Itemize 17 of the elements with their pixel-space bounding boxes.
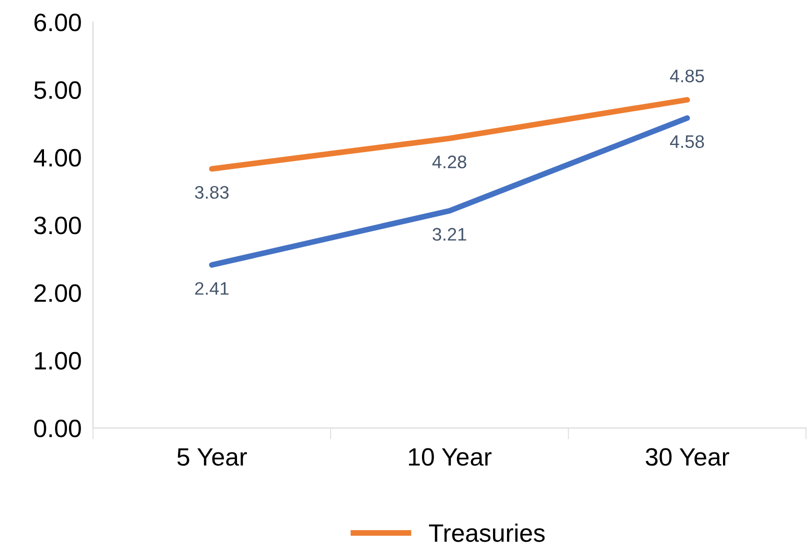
data-label: 4.58	[670, 135, 704, 148]
y-tick-label: 2.00	[34, 284, 81, 302]
data-label: 3.83	[194, 186, 229, 199]
x-tick-label: 10 Year	[408, 448, 492, 466]
x-tick-label: 30 Year	[646, 448, 730, 466]
y-tick-label: 6.00	[34, 14, 81, 32]
y-tick-label: 1.00	[35, 352, 81, 370]
y-tick-label: 4.00	[34, 148, 81, 167]
data-label: 3.21	[432, 228, 466, 241]
data-label: 4.28	[432, 156, 466, 168]
data-label: 2.41	[195, 282, 229, 295]
y-tick-label: 3.00	[34, 216, 81, 234]
legend-label: Treasuries	[428, 524, 545, 542]
y-tick-label: 5.00	[34, 81, 81, 99]
data-label: 4.85	[670, 70, 704, 82]
x-tick-label: 5 Year	[177, 448, 247, 466]
y-tick-label: 0.00	[34, 420, 81, 438]
